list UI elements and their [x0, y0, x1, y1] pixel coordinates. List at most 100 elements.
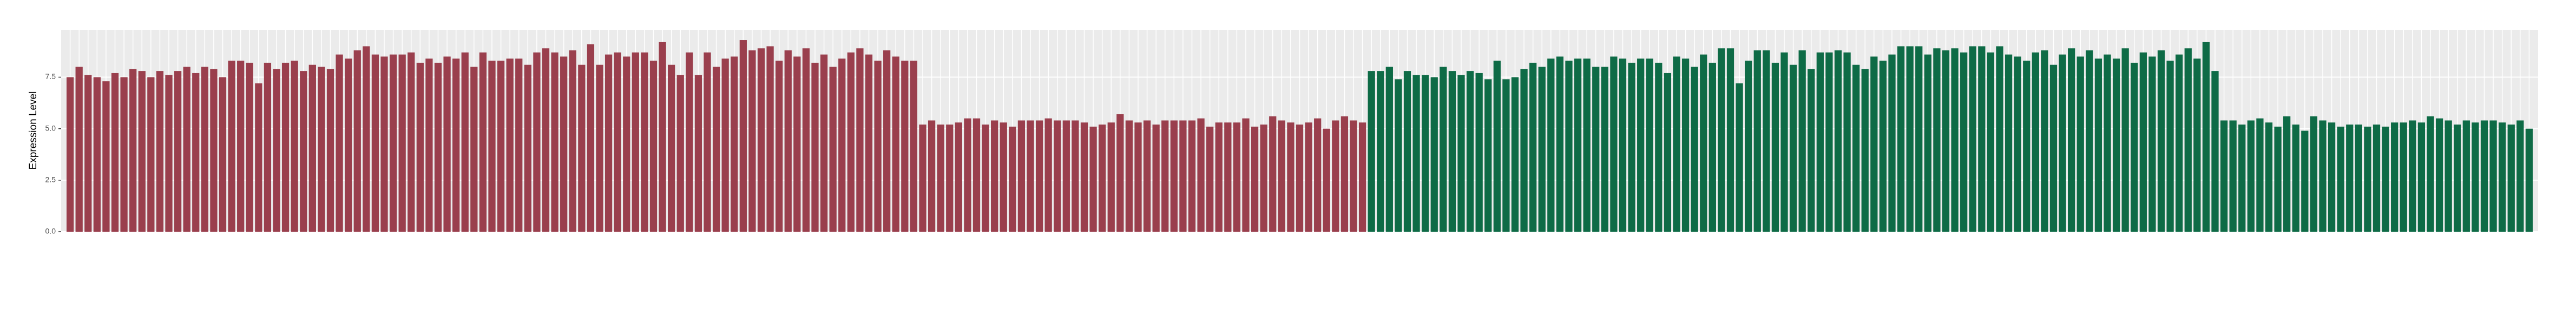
- bar: [147, 77, 155, 232]
- bar: [2310, 116, 2318, 232]
- bar: [1395, 79, 1402, 232]
- bar: [1287, 122, 1294, 232]
- bar: [1017, 120, 1026, 232]
- bar: [2417, 122, 2426, 232]
- bar: [2292, 125, 2299, 232]
- bar: [2157, 50, 2165, 232]
- bar: [1224, 122, 1232, 232]
- bar: [587, 44, 595, 232]
- bar: [1134, 122, 1142, 232]
- bar: [1430, 77, 1438, 232]
- bar: [452, 58, 460, 232]
- bar: [84, 75, 92, 232]
- bar: [1457, 75, 1465, 232]
- bar: [1726, 48, 1734, 232]
- bar: [66, 77, 74, 232]
- bar: [802, 48, 810, 232]
- bar: [1000, 122, 1007, 232]
- bar: [1385, 67, 1393, 232]
- bar: [2525, 128, 2533, 232]
- bar: [138, 71, 146, 232]
- bar: [1269, 116, 1277, 232]
- bar: [2400, 122, 2407, 232]
- bar: [1161, 120, 1169, 232]
- bar: [246, 62, 253, 232]
- bar: [820, 54, 828, 232]
- bar: [1978, 46, 1986, 232]
- bar: [901, 61, 909, 232]
- bar: [156, 71, 164, 232]
- bar: [1323, 128, 1330, 232]
- bar: [506, 58, 514, 232]
- bar: [1969, 46, 1976, 232]
- bar: [228, 61, 235, 232]
- bar: [1054, 120, 1061, 232]
- bar: [371, 54, 379, 232]
- bar: [1619, 58, 1627, 232]
- bar: [856, 48, 864, 232]
- bar: [1493, 61, 1501, 232]
- y-tick-label: 5.0: [45, 123, 56, 132]
- bar: [838, 58, 846, 232]
- bar: [281, 62, 290, 232]
- bar: [1215, 122, 1223, 232]
- bar: [1188, 120, 1196, 232]
- bar: [668, 64, 675, 232]
- bar: [2444, 120, 2452, 232]
- bar: [1736, 83, 1743, 232]
- bar: [1027, 120, 1034, 232]
- bar: [1718, 48, 1725, 232]
- bar: [1296, 125, 1304, 232]
- bar: [757, 48, 765, 232]
- bar: [524, 64, 531, 232]
- bar: [776, 61, 783, 232]
- bar: [470, 67, 478, 232]
- bar: [2427, 116, 2434, 232]
- bar: [596, 64, 603, 232]
- bar: [1996, 46, 2003, 232]
- bar: [2382, 126, 2389, 232]
- bar: [865, 54, 873, 232]
- bar: [2005, 54, 2013, 232]
- bar: [1152, 125, 1160, 232]
- bar: [1691, 67, 1698, 232]
- bar: [1511, 77, 1519, 232]
- bar: [1655, 62, 1662, 232]
- bar: [1520, 69, 1528, 232]
- bar: [2112, 58, 2120, 232]
- bar: [2435, 118, 2443, 232]
- bar: [2516, 120, 2524, 232]
- bar: [2391, 122, 2398, 232]
- bar: [1763, 50, 1770, 232]
- bar: [1125, 120, 1133, 232]
- bar: [1278, 120, 1285, 232]
- bar: [1861, 69, 1869, 232]
- bar: [2131, 62, 2138, 232]
- bar: [1556, 56, 1564, 232]
- bar: [1745, 61, 1752, 232]
- bar: [2032, 52, 2039, 232]
- bar: [1440, 67, 1447, 232]
- bar: [1143, 120, 1151, 232]
- bar: [1179, 120, 1187, 232]
- bar: [991, 120, 998, 232]
- bar: [982, 125, 989, 232]
- bar: [336, 54, 343, 232]
- bar: [1789, 64, 1797, 232]
- bar: [1646, 58, 1653, 232]
- bar: [408, 52, 415, 232]
- bar: [1628, 62, 1635, 232]
- bar: [129, 69, 137, 232]
- bar: [398, 54, 406, 232]
- bar: [1610, 56, 1618, 232]
- bar: [829, 67, 837, 232]
- bar: [2229, 120, 2237, 232]
- bar: [892, 56, 899, 232]
- bar: [1637, 58, 1645, 232]
- bar: [1808, 69, 1815, 232]
- y-tick-label: 7.5: [45, 72, 56, 81]
- bar: [1377, 71, 1384, 232]
- bar: [1080, 122, 1088, 232]
- bar: [2211, 71, 2219, 232]
- bar: [2220, 120, 2228, 232]
